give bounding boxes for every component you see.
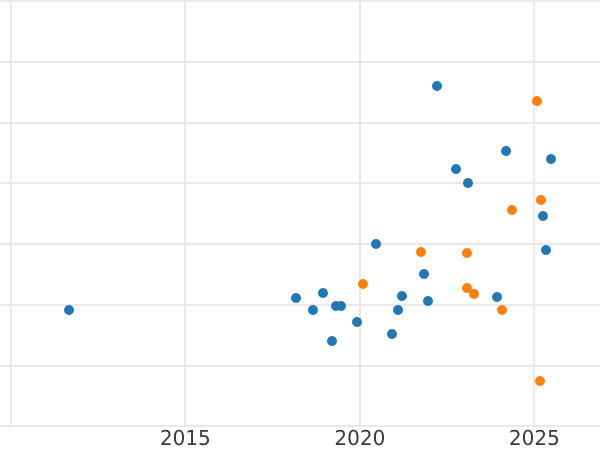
- gridline-horizontal: [0, 121, 600, 124]
- data-point-blue: [386, 329, 397, 339]
- data-point-blue: [370, 239, 381, 250]
- x-tick-label: 2015: [159, 425, 211, 450]
- data-point-orange: [416, 247, 427, 258]
- gridline-horizontal: [0, 243, 600, 246]
- gridline-horizontal: [0, 182, 600, 185]
- x-tick-label: 2025: [508, 425, 560, 450]
- x-tick-label: 2020: [334, 425, 386, 450]
- data-point-blue: [318, 288, 329, 299]
- data-point-blue: [546, 154, 557, 165]
- gridline-vertical: [533, 0, 536, 427]
- gridline-vertical: [358, 0, 361, 427]
- data-point-orange: [506, 205, 517, 216]
- gridline-horizontal: [0, 60, 600, 63]
- gridline-horizontal: [0, 425, 600, 428]
- data-point-blue: [422, 295, 433, 306]
- data-point-blue: [396, 291, 407, 302]
- data-point-blue: [463, 178, 474, 189]
- gridline-horizontal: [0, 303, 600, 306]
- data-point-orange: [468, 288, 479, 299]
- gridline-vertical: [9, 0, 12, 427]
- gridline-horizontal: [0, 0, 600, 3]
- data-point-blue: [352, 317, 363, 328]
- data-point-blue: [537, 211, 548, 222]
- data-point-blue: [431, 81, 442, 92]
- data-point-orange: [462, 247, 473, 258]
- data-point-orange: [462, 282, 473, 293]
- data-point-blue: [540, 244, 551, 255]
- data-point-blue: [335, 301, 346, 312]
- data-point-blue: [392, 304, 403, 315]
- data-point-blue: [419, 268, 430, 279]
- data-point-blue: [500, 145, 511, 156]
- gridline-horizontal: [0, 364, 600, 367]
- data-point-orange: [357, 278, 368, 289]
- data-point-blue: [290, 293, 301, 304]
- data-point-blue: [450, 163, 461, 174]
- data-point-blue: [326, 336, 337, 347]
- data-point-orange: [535, 194, 546, 205]
- data-point-blue: [64, 305, 75, 316]
- data-point-orange: [532, 96, 543, 107]
- gridline-vertical: [184, 0, 187, 427]
- data-point-blue: [492, 291, 503, 302]
- data-point-blue: [308, 304, 319, 315]
- data-point-orange: [534, 376, 545, 387]
- data-point-orange: [497, 305, 508, 316]
